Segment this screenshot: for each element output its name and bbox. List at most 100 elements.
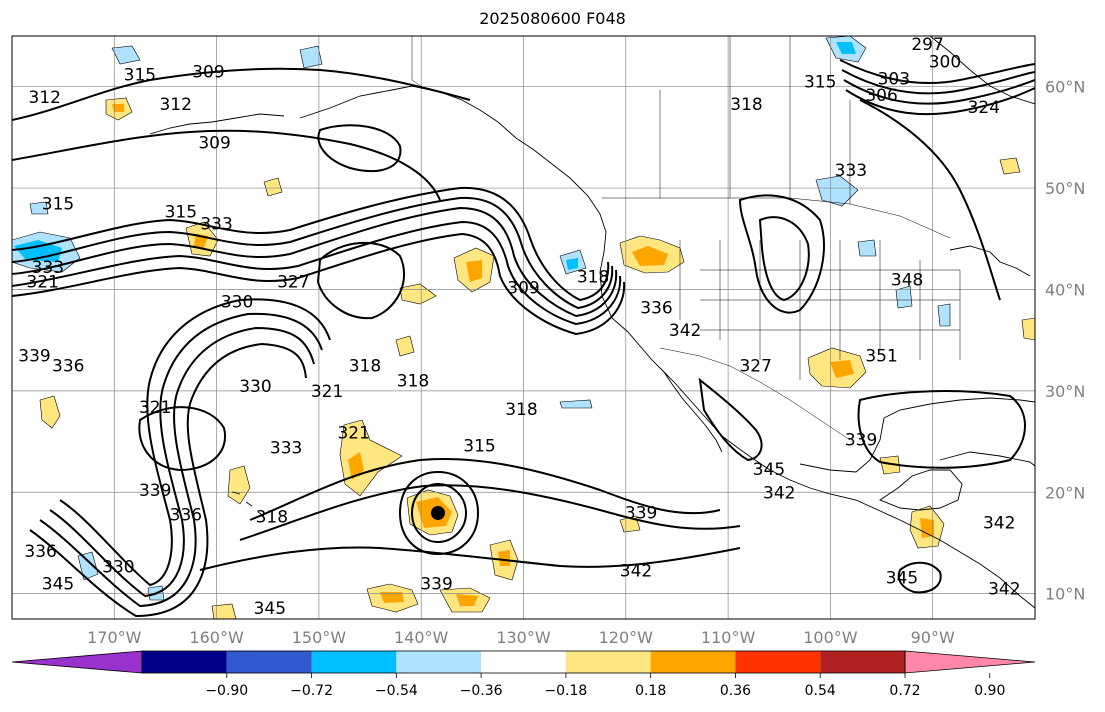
northern-contour	[12, 67, 471, 121]
positive-fill-patch	[366, 583, 419, 613]
continental-contour	[758, 216, 810, 302]
contour-value-label: 309	[192, 62, 224, 82]
continental-contour	[859, 99, 1001, 301]
colorbar-segment	[820, 651, 905, 673]
colorbar-segment	[396, 651, 482, 673]
colorbar-tick-label: 0.18	[635, 683, 666, 699]
colorbar-segment	[650, 651, 736, 673]
contour-value-label: 345	[886, 568, 918, 588]
contour-value-label: 321	[139, 398, 171, 418]
contour-value-label: 309	[198, 133, 230, 153]
contour-value-label: 297	[911, 35, 943, 55]
contour-value-label: 321	[311, 382, 343, 402]
colorbar-segment	[226, 651, 312, 673]
contour-value-label: 336	[640, 299, 672, 319]
closed-low-contour	[138, 406, 227, 472]
contour-value-label: 345	[753, 460, 785, 480]
contour-value-label: 306	[865, 86, 897, 106]
gulf-coast	[799, 397, 1035, 473]
subtropical-contour	[239, 484, 741, 541]
us-mexico-border	[659, 347, 851, 441]
contour-value-label: 339	[625, 504, 657, 524]
baja-california	[663, 371, 723, 453]
gridlines	[12, 36, 1035, 619]
positive-fill-patch	[619, 235, 685, 274]
alaska-coastline	[299, 85, 601, 215]
contour-value-label: 312	[29, 88, 61, 108]
colorbar-outline	[141, 650, 906, 674]
contour-value-label: 336	[170, 506, 202, 526]
contour-value-label: 318	[256, 508, 288, 528]
contour-value-label: 315	[804, 73, 836, 93]
shaded-fill-layer	[12, 36, 1035, 619]
contour-value-label: 327	[739, 357, 771, 377]
colorbar-tick-label: −0.54	[375, 683, 418, 699]
contour-value-label: 342	[988, 580, 1020, 600]
aleutian-islands	[149, 113, 285, 135]
contour-value-label: 315	[165, 202, 197, 222]
contour-value-label: 339	[420, 575, 452, 595]
contour-value-label: 315	[463, 437, 495, 457]
contour-value-label: 330	[102, 557, 134, 577]
contour-value-label: 348	[891, 270, 923, 290]
great-lakes	[949, 245, 1031, 277]
pacific-trough-contour	[59, 298, 331, 587]
pacific-trough-contour	[29, 342, 307, 618]
lon-tick-label: 160°W	[189, 628, 244, 647]
contour-value-label: 339	[139, 481, 171, 501]
negative-fill-patch	[825, 36, 867, 63]
positive-fill-patch	[453, 247, 495, 293]
lon-tick-label: 130°W	[496, 628, 551, 647]
colorbar-segment	[481, 651, 566, 673]
caribbean-contour	[897, 561, 942, 594]
lon-tick-label: 90°W	[911, 628, 955, 647]
lat-tick-label: 50°N	[1045, 179, 1085, 198]
lon-tick-label: 170°W	[87, 628, 142, 647]
closed-low-contour	[316, 242, 405, 320]
contour-value-label: 324	[968, 98, 1000, 118]
subtropical-contour	[199, 546, 741, 571]
mexico-contour	[698, 377, 763, 462]
axis-ticks: 170°W 160°W 150°W 140°W 130°W 120°W 110°W 100°W…	[87, 78, 1085, 647]
contour-value-label: 342	[358, 623, 390, 643]
contour-value-label: 333	[270, 439, 302, 459]
jet-contour-band	[12, 196, 614, 310]
positive-fill-patch	[39, 395, 61, 429]
colorbar-min-extension	[11, 650, 143, 674]
hurricane-contour	[410, 482, 468, 544]
continental-contour	[738, 194, 825, 314]
contour-value-label: 309	[507, 278, 539, 298]
colorbar-tick-label: 0.90	[974, 683, 1005, 699]
subtropical-contour	[249, 458, 721, 521]
jet-contour-band	[12, 206, 618, 318]
colorbar-tick-label: −0.36	[460, 683, 503, 699]
positive-fill-patch	[406, 489, 459, 536]
contour-lines	[12, 59, 1035, 618]
hurricane-center-marker	[431, 506, 445, 520]
contour-value-label: 318	[349, 357, 381, 377]
positive-fill-patch	[211, 157, 1035, 619]
cuba-island	[939, 451, 1035, 467]
contour-value-label: 321	[337, 423, 369, 443]
east-jet-contour	[841, 69, 1035, 95]
negative-fill-patch	[12, 231, 81, 273]
yucatan	[879, 469, 963, 511]
contour-value-label: 333	[835, 161, 867, 181]
east-jet-contour	[845, 87, 1035, 116]
positive-fill-patch	[105, 97, 133, 121]
hurricane-contour	[398, 470, 480, 556]
contour-value-label: 312	[159, 95, 191, 115]
lat-tick-label: 30°N	[1045, 382, 1085, 401]
alaska-canada-border	[411, 36, 425, 89]
pacific-trough-contour	[39, 326, 315, 608]
colorbar-segment	[735, 651, 821, 673]
contour-value-label: 330	[239, 377, 271, 397]
contour-value-label: 315	[42, 194, 74, 214]
jet-contour-band	[12, 220, 622, 326]
lon-tick-label: 140°W	[394, 628, 449, 647]
contour-value-label: 327	[277, 272, 309, 292]
contour-value-label: 315	[124, 66, 156, 86]
east-jet-contour	[839, 59, 1035, 85]
map-frame	[11, 35, 1036, 620]
